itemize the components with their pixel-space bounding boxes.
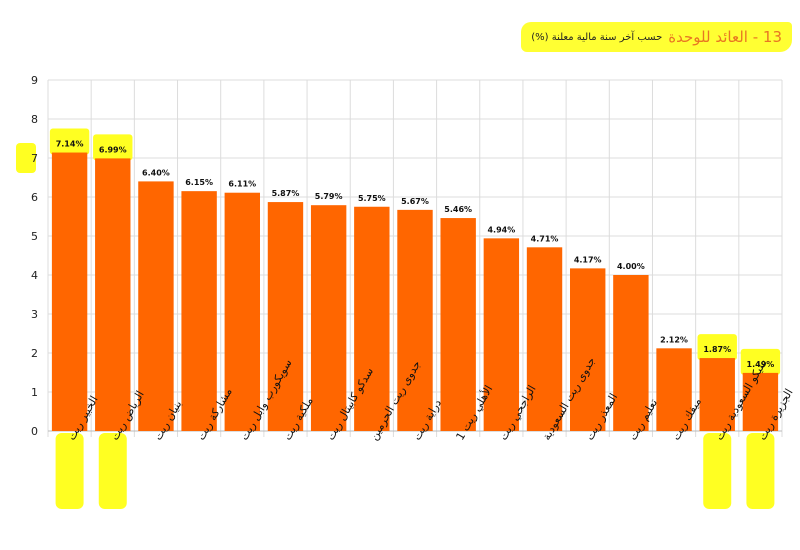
bar (613, 275, 649, 431)
bar (95, 158, 131, 431)
bar (742, 372, 779, 431)
y-tick-label: 0 (31, 425, 38, 438)
y-tick-label: 7 (31, 152, 38, 165)
y-tick-label: 2 (31, 347, 38, 360)
data-label: 5.75% (358, 194, 386, 203)
y-tick-label: 1 (31, 386, 38, 399)
data-label: 6.40% (142, 168, 170, 177)
bar (354, 206, 390, 431)
chart-subtitle: حسب آخر سنة مالية معلنة (%) (531, 31, 663, 43)
bar (138, 181, 174, 431)
bar (51, 152, 88, 432)
data-label: 2.12% (660, 335, 688, 344)
value-highlight (697, 334, 737, 361)
chart-title: 13 - العائد للوحدة (668, 28, 782, 46)
data-label: 6.99% (99, 145, 127, 154)
y-tick-label: 4 (31, 269, 38, 282)
category-highlight (746, 433, 775, 509)
bar (526, 247, 563, 431)
data-label: 7.14% (56, 140, 84, 149)
data-label: 4.17% (574, 255, 602, 264)
data-label: 4.71% (531, 234, 559, 243)
bar (483, 238, 520, 431)
data-label: 4.00% (617, 262, 645, 271)
chart-title-box: 13 - العائد للوحدة حسب آخر سنة مالية معل… (521, 22, 792, 52)
y-axis-ticks: 0 1 2 3 4 5 6 7 8 9 (31, 74, 38, 438)
data-label: 1.87% (703, 345, 731, 354)
bar (397, 209, 433, 431)
category-highlight (703, 433, 732, 509)
value-labels: 7.14% 6.99% 6.40% 6.15% 6.11% 5.87% 5.79% 5.75%… (56, 140, 775, 369)
y-tick-label: 8 (31, 113, 38, 126)
category-highlight (98, 433, 127, 509)
value-highlight (49, 128, 90, 155)
bar (181, 191, 217, 431)
category-highlight (55, 433, 84, 509)
data-label: 5.67% (401, 197, 429, 206)
bar (310, 205, 347, 431)
bar (699, 358, 735, 431)
data-label: 1.49% (747, 360, 775, 369)
data-label: 6.11% (228, 180, 256, 189)
data-label: 5.79% (315, 192, 343, 201)
data-label: 6.15% (185, 178, 213, 187)
bar (267, 202, 304, 431)
y-tick-highlight (16, 143, 36, 173)
bars (51, 152, 779, 432)
data-label: 5.87% (272, 189, 300, 198)
data-label: 4.94% (487, 225, 515, 234)
bar (570, 268, 606, 431)
bar (224, 192, 260, 431)
value-highlight (93, 134, 133, 161)
highlight-marks (16, 128, 781, 509)
value-highlight (740, 348, 781, 375)
y-tick-label: 9 (31, 74, 38, 87)
data-label: 5.46% (444, 205, 472, 214)
y-tick-label: 3 (31, 308, 38, 321)
y-tick-label: 6 (31, 191, 38, 204)
y-tick-label: 5 (31, 230, 38, 243)
bar (440, 218, 476, 431)
bar (656, 348, 692, 431)
